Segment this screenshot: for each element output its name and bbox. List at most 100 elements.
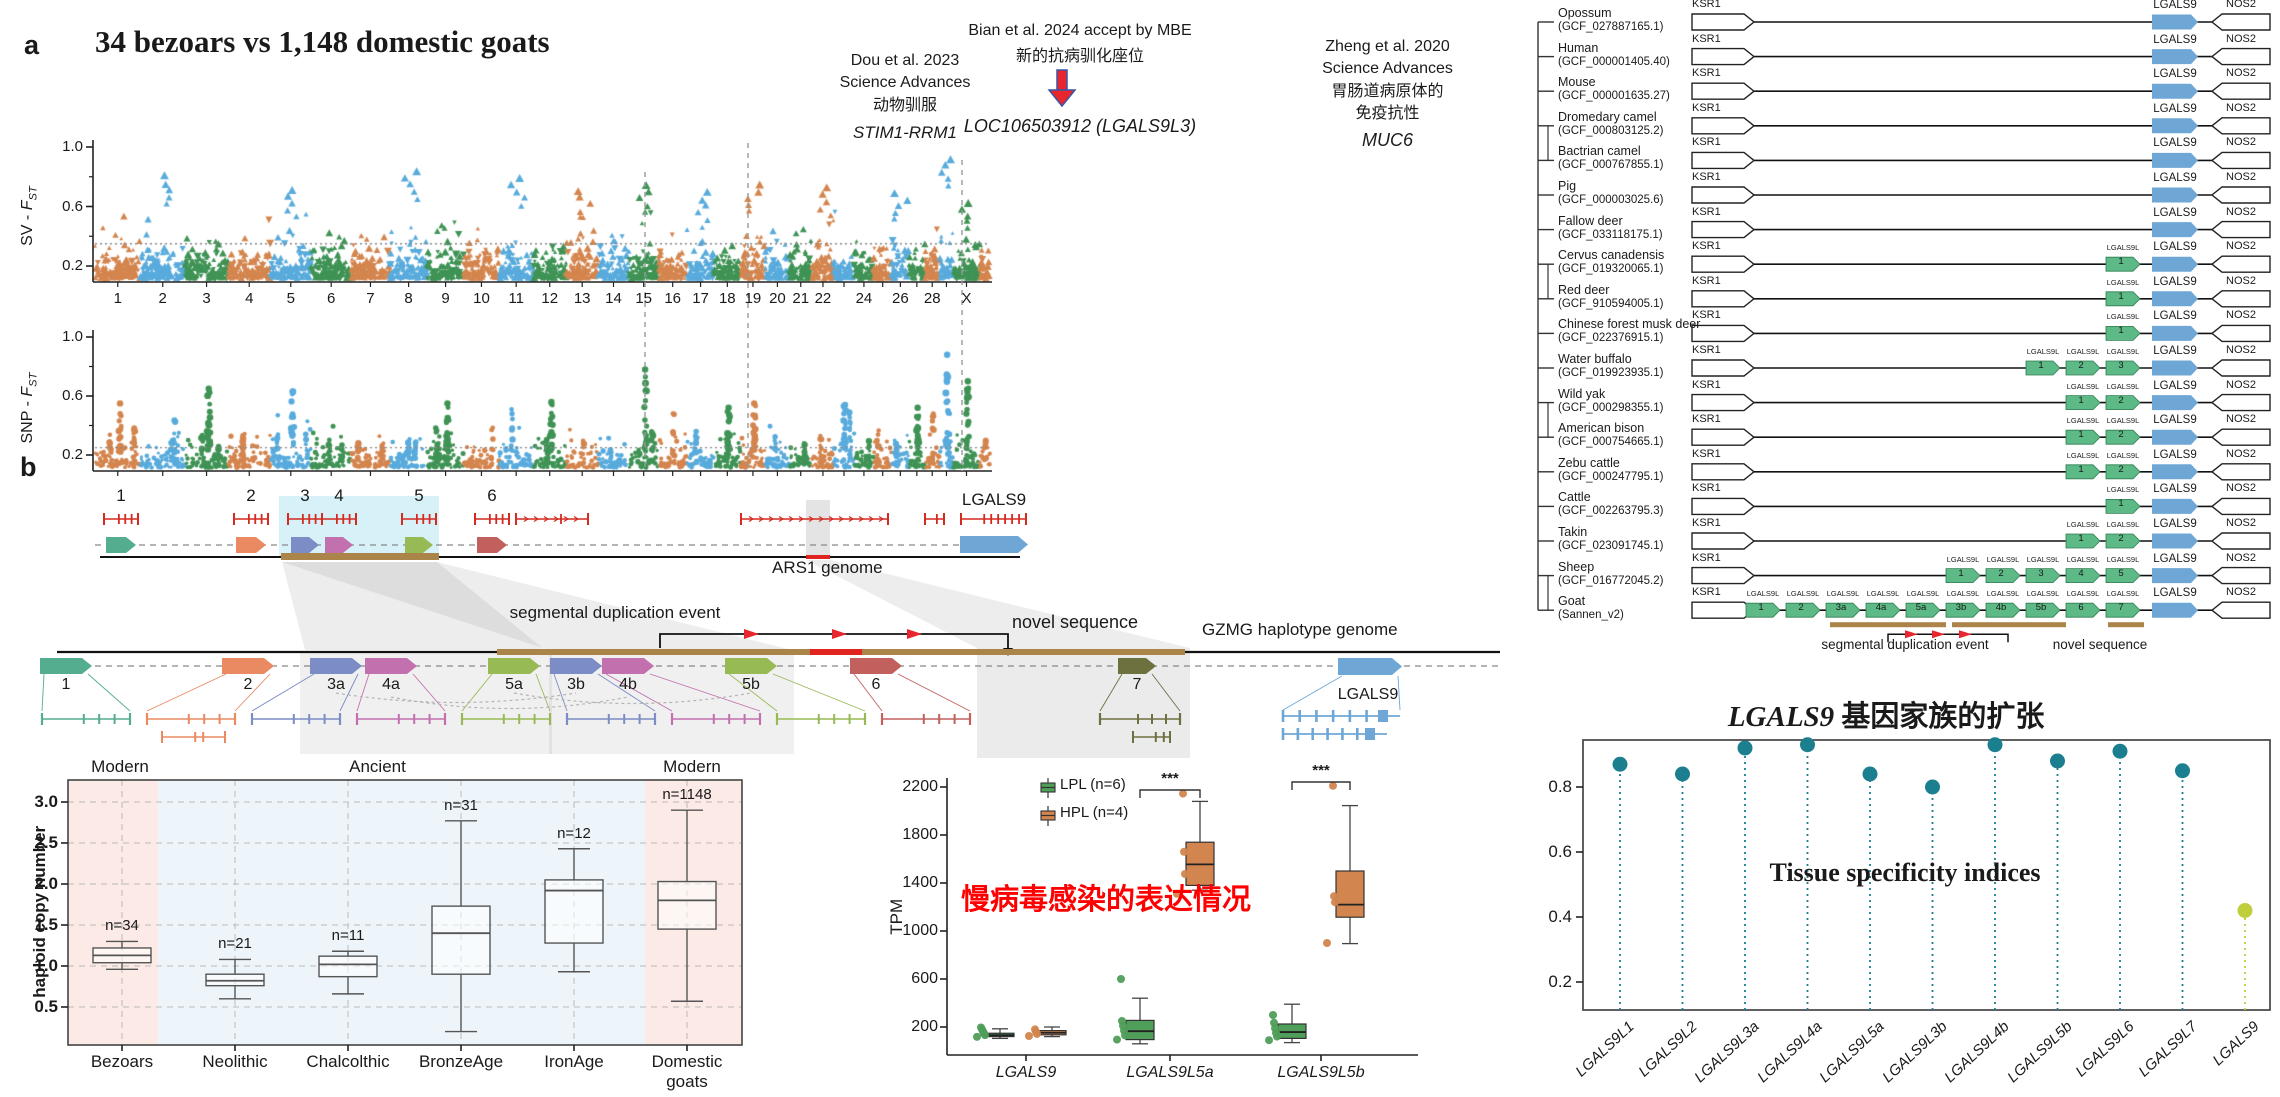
group-label-modern-1: Modern [91,757,149,776]
tree-lgals9l-copy [2065,464,2101,480]
annotation-dou-gene: STIM1-RRM1 [853,123,957,142]
tree-ksr1-arrow [1691,393,1756,412]
tree-nos2-arrow [2210,82,2271,100]
tree-lgals9-box [2152,429,2198,445]
tree-lgals9l-copy [2025,568,2061,583]
tree-ksr1-arrow [1691,428,1756,446]
novel-gray-box [977,648,1190,758]
ars1-long-gene-glyph [533,516,540,522]
tree-nos2-arrow [2210,497,2271,516]
tpm-dot-LPL [1270,1018,1278,1027]
gzmg-glyph-connector [339,673,359,712]
tree-ksr1-arrow [1691,82,1756,100]
gzmg-glyph-connector [41,673,45,712]
lollipop-plot-border [1582,739,2271,1011]
tpm-dot-HPL [1330,892,1338,901]
gzmg-glyph-connector [234,673,271,712]
tree-novel-caption: novel sequence [2052,637,2148,652]
ars1-long-gene-glyph-2 [808,516,815,522]
tree-ksr1-arrow [1691,255,1756,273]
gzmg-lgals9-exons [1365,728,1375,740]
ars1-long-gene-glyph-2 [778,516,785,522]
ars1-long-gene-glyph-2 [878,516,885,522]
lollipop-dot-LGALS9L5a [1862,766,1878,782]
tpm-dot-LPL [1118,1017,1126,1025]
lollipop-dot-LGALS9L3b [1925,779,1940,795]
tree-nos2-arrow [2210,220,2271,239]
tree-lgals9-box [2152,395,2198,411]
tree-lgals9l-copy [2105,325,2141,341]
gzmg-gene-lgals9 [1338,658,1402,675]
haploid-box [431,905,491,975]
ars1-long-gene-glyph-2 [818,516,825,522]
tree-lgals9l-copy [2065,602,2101,618]
tree-ksr1-arrow [1691,117,1756,135]
tree-ksr1-arrow [1691,497,1756,516]
lollipop-dot-LGALS9L3a [1737,740,1753,756]
ars1-gene-lgals9 [960,536,1028,553]
gzmg-glyph-connector [1282,675,1343,711]
tree-lgals9-box [2152,83,2198,99]
tree-title: LGALS9 基因家族的扩张 [1727,701,2045,734]
tree-lgals9-box [2152,498,2198,514]
gzmg-gene-4a [365,658,417,674]
tree-nos2-arrow [2210,186,2271,204]
group-label-modern-2: Modern [663,757,721,776]
tpm-dot-HPL [1031,1025,1039,1034]
tpm-dot-HPL [1180,847,1188,856]
ars1-long-gene-glyph-2 [838,516,845,522]
panel-b-label: b [20,452,37,482]
novel-sequence-caption: novel sequence [1011,612,1139,632]
tree-lgals9l-copy [2065,360,2101,376]
tree-lgals9l-copy [2025,360,2061,376]
tree-ksr1-arrow [1691,220,1756,239]
annotation-bian-line1: Bian et al. 2024 accept by MBE [968,22,1192,39]
tree-nos2-arrow [2210,13,2271,31]
tree-lgals9l-copy [2105,395,2141,411]
tree-nos2-arrow [2210,290,2271,308]
dup-event-caption: segmental duplication event [509,603,721,622]
ars1-long-gene-glyph-2 [828,516,835,522]
tree-ksr1-arrow [1691,532,1756,550]
goat-dup-bracket [1887,633,2009,643]
goat-dup-red-arrow [1932,630,1945,639]
tree-lgals9-box [2152,360,2198,376]
wedge-dup-a [282,562,545,650]
gzmg-glyph-connector [728,673,778,712]
tpm-dot-LPL [1117,975,1125,983]
tree-lgals9-box [2152,152,2198,168]
tree-nos2-arrow [2210,532,2271,550]
tree-ksr1-arrow [1691,47,1756,66]
tree-lgals9l-copy [2065,429,2101,445]
tree-lgals9l-copy [2105,533,2141,549]
tree-lgals9l-copy [1945,602,1981,618]
tree-nos2-arrow [2210,601,2271,619]
gzmg-gene-3a [310,658,362,674]
ars1-long-gene-glyph [543,516,550,522]
ars1-long-gene-glyph-2 [848,516,855,522]
tree-nos2-arrow [2210,47,2271,66]
tree-lgals9-box [2152,464,2198,480]
lollipop-dot-LGALS9L1 [1612,756,1628,772]
gzmg-glyph-connector [1151,673,1181,712]
bian-red-arrow-shaft [1056,69,1068,91]
ars1-gene-6 [477,537,507,553]
gzmg-glyph-connector [772,673,866,712]
wedge-novel [806,560,1190,648]
tree-lgals9l-copy [2105,429,2141,445]
gzmg-glyph-connector [461,673,493,712]
ars1-long-gene-glyph-2 [748,516,755,522]
tree-lgals9-box [2152,187,2198,203]
tree-nos2-arrow [2210,151,2271,170]
ars1-gene-2 [236,537,266,553]
tree-nos2-arrow [2210,359,2271,377]
tpm-box-HPL [1335,870,1365,918]
tree-lgals9-box [2152,118,2198,134]
annotation-zheng-line1: Zheng et al. 2020 [1325,38,1450,55]
tree-lgals9l-copy [1785,602,1821,618]
gzmg-similarity-arc [335,692,577,704]
gzmg-gene-6 [850,658,902,674]
tree-lgals9l-copy [2065,395,2101,411]
dup-red-arrow [744,629,759,639]
